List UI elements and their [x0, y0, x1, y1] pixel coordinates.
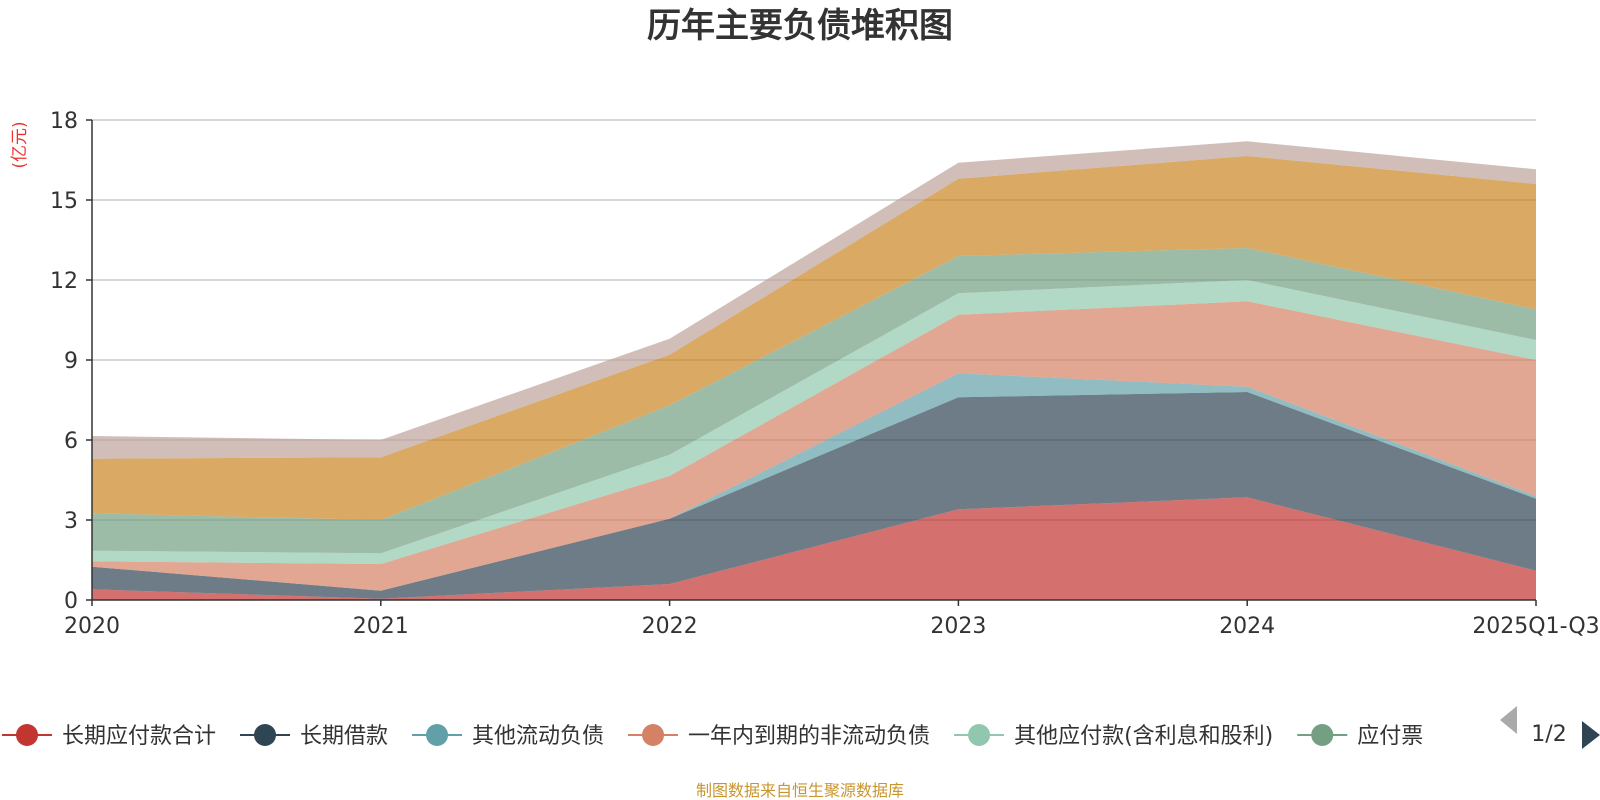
y-tick-label: 9	[64, 349, 78, 374]
legend-item[interactable]: 长期借款	[240, 724, 388, 749]
x-tick-labels: 2020 2021 2022 2023 2024 2025Q1-Q3	[64, 614, 1600, 639]
area-series-4	[92, 301, 1536, 591]
y-tick-label: 6	[64, 429, 78, 454]
axes	[86, 119, 1537, 606]
y-tick-label: 18	[50, 109, 78, 134]
x-tick-label: 2022	[642, 614, 698, 639]
legend-label: 其他流动负债	[472, 724, 604, 749]
legend-label: 长期借款	[300, 724, 388, 749]
legend-marker-circle	[426, 724, 449, 746]
legend-label: 应付票	[1357, 724, 1423, 749]
legend-marker-circle	[1311, 724, 1334, 746]
legend-label: 其他应付款(含利息和股利)	[1014, 724, 1273, 749]
y-tick-label: 12	[50, 269, 78, 294]
area-series-2	[92, 392, 1536, 599]
legend-prev-arrow-icon[interactable]	[1500, 706, 1517, 734]
legend-item[interactable]: 其他应付款(含利息和股利)	[954, 724, 1273, 749]
y-axis-unit-label: (亿元)	[10, 121, 30, 168]
legend-item[interactable]: 应付票	[1297, 724, 1423, 749]
area-series-7	[92, 156, 1536, 520]
x-tick-label: 2021	[353, 614, 409, 639]
area-series-1	[92, 497, 1536, 600]
legend: 长期应付款合计 长期借款 其他流动负债 一年内到期的非流动负债 其他应付款(含利息和股利…	[2, 724, 1423, 749]
legend-marker-circle	[16, 724, 38, 746]
legend-next-arrow-icon[interactable]	[1582, 721, 1600, 749]
legend-item[interactable]: 一年内到期的非流动负债	[628, 724, 930, 749]
legend-marker-circle	[968, 724, 991, 746]
y-tick-label: 15	[50, 189, 78, 214]
legend-item[interactable]: 长期应付款合计	[2, 724, 216, 749]
x-tick-label: 2023	[930, 614, 986, 639]
legend-label: 长期应付款合计	[62, 724, 216, 749]
data-source-note: 制图数据来自恒生聚源数据库	[696, 781, 904, 800]
y-tick-labels: 0 3 6 9 12 15 18	[50, 109, 78, 614]
y-tick-label: 0	[64, 589, 78, 614]
area-series-6	[92, 248, 1536, 554]
legend-item[interactable]: 其他流动负债	[412, 724, 604, 749]
area-series	[92, 141, 1536, 600]
legend-label: 一年内到期的非流动负债	[688, 724, 930, 749]
legend-pager: 1/2	[1500, 706, 1600, 749]
x-tick-label: 2025Q1-Q3	[1472, 614, 1599, 639]
legend-page-indicator: 1/2	[1531, 722, 1566, 747]
y-tick-label: 3	[64, 509, 78, 534]
chart-title: 历年主要负债堆积图	[647, 6, 953, 46]
legend-marker-circle	[642, 724, 665, 746]
x-tick-label: 2024	[1219, 614, 1275, 639]
legend-marker-circle	[254, 724, 277, 746]
x-tick-label: 2020	[64, 614, 120, 639]
